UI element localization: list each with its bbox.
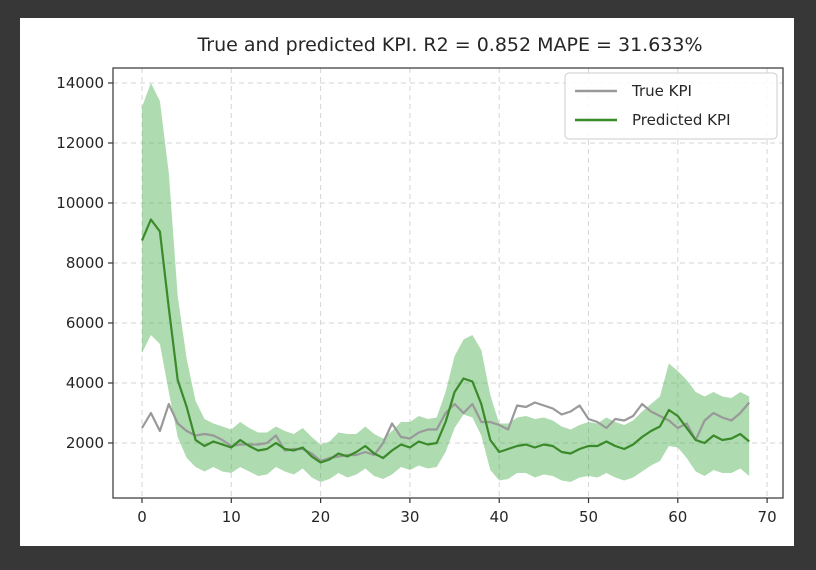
y-tick-label: 6000 — [66, 314, 104, 332]
true-kpi-line — [141, 401, 751, 463]
axes-frame — [112, 67, 784, 499]
x-tick-label: 0 — [137, 508, 147, 526]
legend-label: Predicted KPI — [632, 111, 731, 129]
x-tick-label: 50 — [579, 508, 598, 526]
x-tick-label: 20 — [311, 508, 330, 526]
x-axis-ticks: 0 10 20 30 40 50 60 70 — [137, 498, 777, 526]
y-axis-ticks: 2000 4000 6000 8000 10000 12000 14000 — [56, 74, 113, 452]
grid-lines — [113, 68, 783, 498]
y-tick-label: 12000 — [56, 134, 104, 152]
x-tick-label: 30 — [400, 508, 419, 526]
prediction-interval-area — [142, 83, 750, 482]
confidence-band — [142, 83, 750, 482]
y-tick-label: 2000 — [66, 434, 104, 452]
x-tick-label: 60 — [668, 508, 687, 526]
kpi-chart: 0 10 20 30 40 50 60 70 2000 4000 6000 8000 10000 120… — [56, 34, 784, 526]
legend-label: True KPI — [631, 82, 692, 100]
series-lines — [140, 218, 751, 464]
legend: True KPI Predicted KPI — [564, 72, 778, 140]
y-tick-label: 10000 — [56, 194, 104, 212]
y-tick-label: 14000 — [56, 74, 104, 92]
legend-box — [564, 72, 778, 140]
chart-panel: 0 10 20 30 40 50 60 70 2000 4000 6000 8000 10000 120… — [20, 18, 794, 546]
x-tick-label: 10 — [222, 508, 241, 526]
y-tick-label: 4000 — [66, 374, 104, 392]
x-tick-label: 40 — [490, 508, 509, 526]
x-tick-label: 70 — [758, 508, 777, 526]
predicted-kpi-line — [140, 218, 750, 464]
y-tick-label: 8000 — [66, 254, 104, 272]
chart-title: True and predicted KPI. R2 = 0.852 MAPE … — [196, 34, 702, 56]
